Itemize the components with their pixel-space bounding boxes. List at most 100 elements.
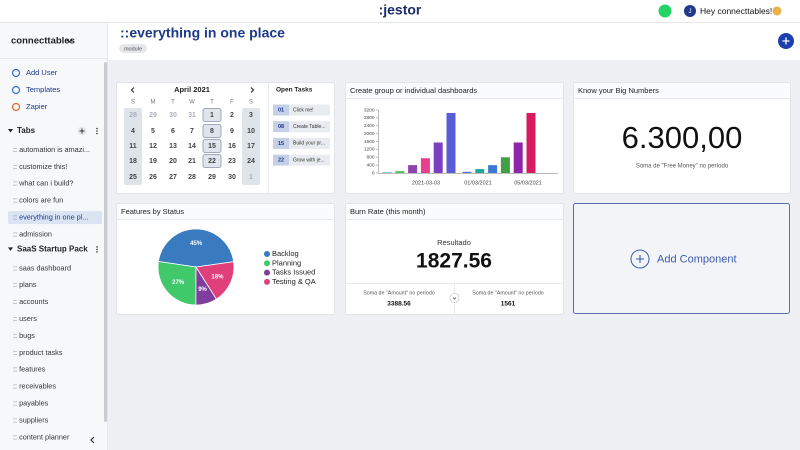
sidebar-action[interactable]: Add User [26, 68, 58, 77]
task-day[interactable] [202, 108, 222, 122]
section-menu-dot[interactable] [96, 251, 98, 253]
pie-slice[interactable] [157, 228, 235, 268]
whatsapp-icon[interactable] [658, 4, 672, 18]
calendar-day[interactable]: 4 [131, 128, 135, 135]
bar[interactable] [446, 112, 456, 173]
bar[interactable] [500, 157, 510, 173]
section-title[interactable]: SaaS Startup Pack [17, 245, 88, 254]
calendar-day[interactable]: 23 [228, 158, 236, 165]
calendar-day[interactable]: 26 [149, 174, 157, 181]
bar[interactable] [526, 112, 536, 173]
bar[interactable] [433, 142, 443, 173]
task-day-box[interactable] [273, 121, 289, 133]
calendar-day[interactable]: 15 [208, 143, 216, 150]
calendar-day[interactable]: 12 [149, 143, 157, 150]
bar[interactable] [408, 165, 418, 173]
calendar-prev[interactable] [130, 87, 135, 93]
calendar-day[interactable]: 6 [171, 128, 175, 135]
calendar-day[interactable]: 29 [149, 112, 157, 119]
task-label-box[interactable] [289, 104, 330, 116]
section-menu-dot[interactable] [96, 127, 98, 130]
calendar-day[interactable]: 16 [228, 143, 236, 150]
sidebar-item[interactable]: :: plans [13, 280, 37, 289]
calendar-day[interactable]: 9 [230, 128, 234, 135]
task-label-box[interactable] [289, 121, 330, 133]
pie-slice[interactable] [195, 261, 235, 300]
sidebar-item[interactable]: :: accounts [13, 297, 49, 306]
sidebar-item[interactable]: :: suppliers [13, 415, 49, 424]
calendar-day[interactable]: 30 [169, 112, 177, 119]
section-toggle[interactable] [8, 129, 13, 133]
section-menu-dot[interactable] [96, 248, 98, 251]
sidebar-item[interactable]: :: users [13, 314, 37, 323]
sidebar-item[interactable]: :: product tasks [13, 348, 63, 357]
calendar-day[interactable]: 14 [188, 143, 196, 150]
sidebar-item[interactable]: :: what can i build? [13, 179, 73, 188]
bar[interactable] [513, 142, 523, 173]
avatar[interactable] [684, 5, 696, 17]
task-day[interactable] [202, 154, 222, 168]
workspace-chevron[interactable] [66, 39, 73, 43]
calendar-day[interactable]: 13 [169, 143, 177, 150]
sidebar-action[interactable]: Templates [26, 85, 60, 94]
section-menu-dot[interactable] [96, 130, 98, 132]
calendar-day[interactable]: 5 [151, 128, 155, 135]
greeting[interactable]: Hey connecttables! [700, 6, 772, 16]
task-day[interactable] [202, 139, 222, 153]
sidebar-item[interactable]: :: customize this! [13, 162, 67, 171]
calendar-day[interactable]: 19 [149, 158, 157, 165]
calendar-day[interactable]: 8 [210, 128, 214, 135]
bar[interactable] [462, 171, 472, 173]
task-day-box[interactable] [273, 154, 289, 166]
bar[interactable] [488, 165, 498, 173]
sidebar-item[interactable]: :: payables [13, 399, 49, 408]
add-component-label[interactable]: Add Component [657, 253, 737, 265]
calendar-day[interactable]: 20 [169, 158, 177, 165]
calendar-day[interactable]: 10 [247, 128, 255, 135]
section-title[interactable]: Tabs [17, 126, 36, 135]
calendar-day[interactable]: 28 [129, 112, 137, 119]
bar[interactable] [420, 158, 430, 173]
calendar-day[interactable]: 30 [228, 174, 236, 181]
sidebar-item[interactable]: :: content planner [13, 432, 70, 441]
sidebar-item[interactable]: :: bugs [13, 331, 35, 340]
calendar-day[interactable]: 27 [169, 174, 177, 181]
logo[interactable]: :jestor [379, 2, 422, 18]
calendar-day[interactable]: 28 [188, 174, 196, 181]
calendar-day[interactable]: 31 [188, 112, 196, 119]
sidebar-item[interactable]: :: admission [13, 229, 52, 238]
bar[interactable] [395, 171, 405, 173]
sidebar-item[interactable]: :: receivables [13, 382, 56, 391]
calendar-day[interactable]: 1 [249, 174, 253, 181]
scrollbar[interactable] [104, 62, 107, 422]
sidebar-action[interactable]: Zapier [26, 102, 48, 111]
task-day-box[interactable] [273, 104, 289, 116]
section-toggle[interactable] [8, 247, 13, 251]
section-menu-dot[interactable] [96, 246, 98, 248]
section-menu-dot[interactable] [96, 132, 98, 135]
collapse-sidebar[interactable] [90, 436, 95, 444]
calendar-day[interactable]: 22 [208, 158, 216, 165]
pie-slice[interactable] [157, 261, 197, 306]
bar[interactable] [382, 172, 392, 173]
calendar-day[interactable]: 17 [247, 143, 255, 150]
calendar-day[interactable]: 25 [129, 174, 137, 181]
task-day[interactable] [202, 124, 222, 138]
calendar-day[interactable]: 1 [210, 112, 214, 119]
sidebar-item[interactable]: :: colors are fun [13, 196, 63, 205]
sidebar-item[interactable]: :: everything in one pl... [13, 213, 88, 222]
sidebar-item[interactable]: :: saas dashboard [13, 263, 71, 272]
add-component-card[interactable] [573, 203, 790, 314]
expand-button[interactable] [449, 293, 460, 303]
calendar-day[interactable]: 21 [188, 158, 196, 165]
calendar-day[interactable]: 7 [190, 128, 194, 135]
bar[interactable] [475, 169, 485, 173]
calendar-day[interactable]: 18 [129, 158, 137, 165]
sidebar-item[interactable]: :: features [13, 365, 46, 374]
calendar-day[interactable]: 2 [230, 112, 234, 119]
calendar-next[interactable] [250, 87, 255, 93]
task-label-box[interactable] [289, 154, 330, 166]
task-label-box[interactable] [289, 137, 330, 149]
workspace-name[interactable]: connecttables [11, 36, 75, 47]
calendar-day[interactable]: 24 [247, 158, 255, 165]
